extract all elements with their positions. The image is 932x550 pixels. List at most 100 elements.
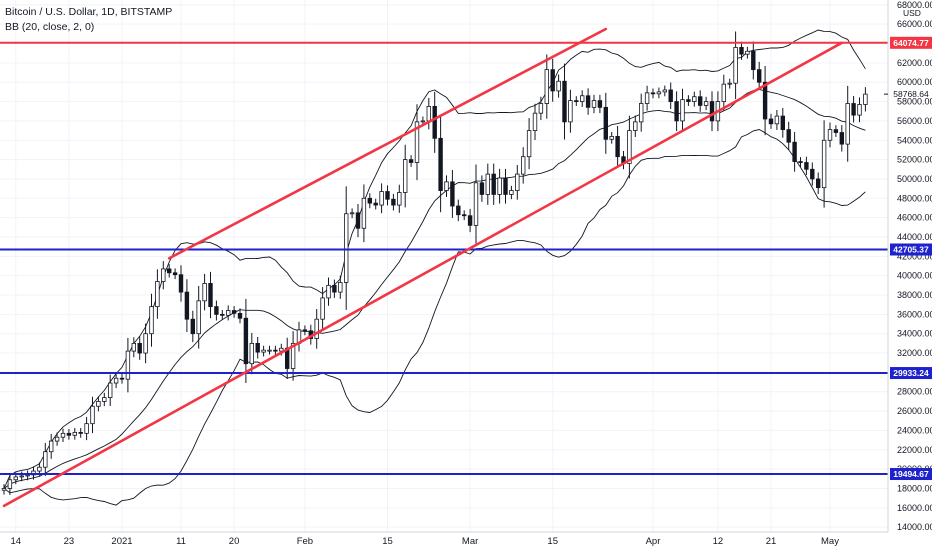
candle-body xyxy=(66,432,72,436)
candle-body xyxy=(656,91,662,95)
price-badge-label: 19494.67 xyxy=(893,469,929,479)
price-badge xyxy=(890,36,932,49)
candle-body xyxy=(733,46,738,84)
candles xyxy=(1,31,868,495)
candle-body xyxy=(633,121,638,131)
candle-body xyxy=(644,92,650,104)
candle-body xyxy=(438,137,443,191)
candle-body xyxy=(739,46,744,55)
candle-body xyxy=(320,297,325,320)
candle-body xyxy=(650,92,656,95)
trendline xyxy=(2,41,844,508)
candle-body xyxy=(762,81,768,120)
x-tick-label: 11 xyxy=(176,536,186,547)
y-tick-label: 40000.00 xyxy=(897,271,932,281)
price-badge xyxy=(890,243,932,256)
candle-body xyxy=(627,130,632,164)
candle-body xyxy=(751,50,756,71)
candle-body xyxy=(184,291,190,320)
x-tick-label: 15 xyxy=(382,536,393,547)
candle-body xyxy=(774,115,780,125)
y-tick-label: 34000.00 xyxy=(897,329,932,339)
candle-body xyxy=(349,212,355,215)
candle-body xyxy=(479,182,485,195)
candle-body xyxy=(149,306,154,335)
candle-body xyxy=(355,212,361,229)
candle-body xyxy=(143,333,148,354)
candle-body xyxy=(833,129,839,133)
candle-body xyxy=(1,488,7,491)
last-price-label: 58768.64 xyxy=(893,89,929,99)
candle-body xyxy=(798,161,803,163)
candle-body xyxy=(662,89,667,93)
x-tick-label: Feb xyxy=(297,536,313,547)
candle-body xyxy=(243,317,249,365)
candle-body xyxy=(196,300,201,335)
y-tick-label: 36000.00 xyxy=(897,309,932,319)
candle-body xyxy=(202,283,207,302)
candle-body xyxy=(703,101,709,106)
candle-body xyxy=(509,190,514,195)
price-axis[interactable]: 14000.0016000.0018000.0020000.0022000.00… xyxy=(897,0,932,532)
candle-body xyxy=(237,312,243,319)
horizontal-levels[interactable] xyxy=(0,41,888,476)
candle-body xyxy=(639,103,644,123)
candle-body xyxy=(172,272,178,276)
candle-body xyxy=(550,69,555,92)
candle-body xyxy=(450,181,455,207)
candle-body xyxy=(402,159,408,193)
y-tick-label: 58000.00 xyxy=(897,97,932,107)
candle-body xyxy=(397,192,402,206)
candle-body xyxy=(84,423,89,434)
candle-body xyxy=(568,100,573,123)
y-tick-label: 52000.00 xyxy=(897,155,932,165)
candle-body xyxy=(155,281,160,308)
candle-body xyxy=(214,306,219,315)
candle-body xyxy=(261,349,266,353)
candle-body xyxy=(414,121,420,163)
candle-body xyxy=(556,80,561,92)
candle-body xyxy=(674,101,679,122)
candle-body xyxy=(367,197,372,204)
candle-body xyxy=(161,268,166,282)
candle-body xyxy=(255,342,260,353)
candle-body xyxy=(60,432,66,438)
y-tick-label: 24000.00 xyxy=(897,425,932,435)
candle-body xyxy=(249,342,254,365)
candle-body xyxy=(821,139,827,189)
candle-body xyxy=(273,349,278,352)
time-axis[interactable]: 14 23 2021 11 20 Feb 15 Mar 15 Apr 12 21 May xyxy=(11,536,840,547)
indicator-title[interactable]: BB (20, close, 2, 0) xyxy=(5,21,95,33)
x-tick-label: 15 xyxy=(547,536,558,547)
candle-body xyxy=(220,313,225,316)
price-badge xyxy=(890,468,932,481)
candle-body xyxy=(420,120,426,123)
candle-body xyxy=(768,118,774,125)
candle-body xyxy=(692,96,697,102)
candle-body xyxy=(497,177,502,195)
candle-body xyxy=(686,99,691,102)
x-tick-label: 2021 xyxy=(111,536,132,547)
candle-body xyxy=(804,162,809,170)
bb-basis-line xyxy=(3,89,866,489)
symbol-title[interactable]: Bitcoin / U.S. Dollar, 1D, BITSTAMP xyxy=(5,6,173,18)
candle-body xyxy=(585,95,591,108)
candle-body xyxy=(609,135,614,140)
trendlines[interactable] xyxy=(2,27,844,508)
candle-body xyxy=(408,159,414,163)
candle-body xyxy=(208,283,213,308)
bb-lower-line xyxy=(3,129,866,506)
candle-body xyxy=(13,476,18,481)
candle-body xyxy=(615,135,620,158)
candle-body xyxy=(456,205,461,216)
y-tick-label: 18000.00 xyxy=(897,483,932,493)
price-badge-label: 42705.37 xyxy=(893,245,929,255)
candle-body xyxy=(603,106,608,140)
candle-body xyxy=(857,104,862,116)
candle-body xyxy=(78,431,83,434)
candle-body xyxy=(96,401,101,407)
x-tick-label: 14 xyxy=(11,536,22,547)
candle-body xyxy=(279,347,284,352)
candle-body xyxy=(113,377,119,384)
